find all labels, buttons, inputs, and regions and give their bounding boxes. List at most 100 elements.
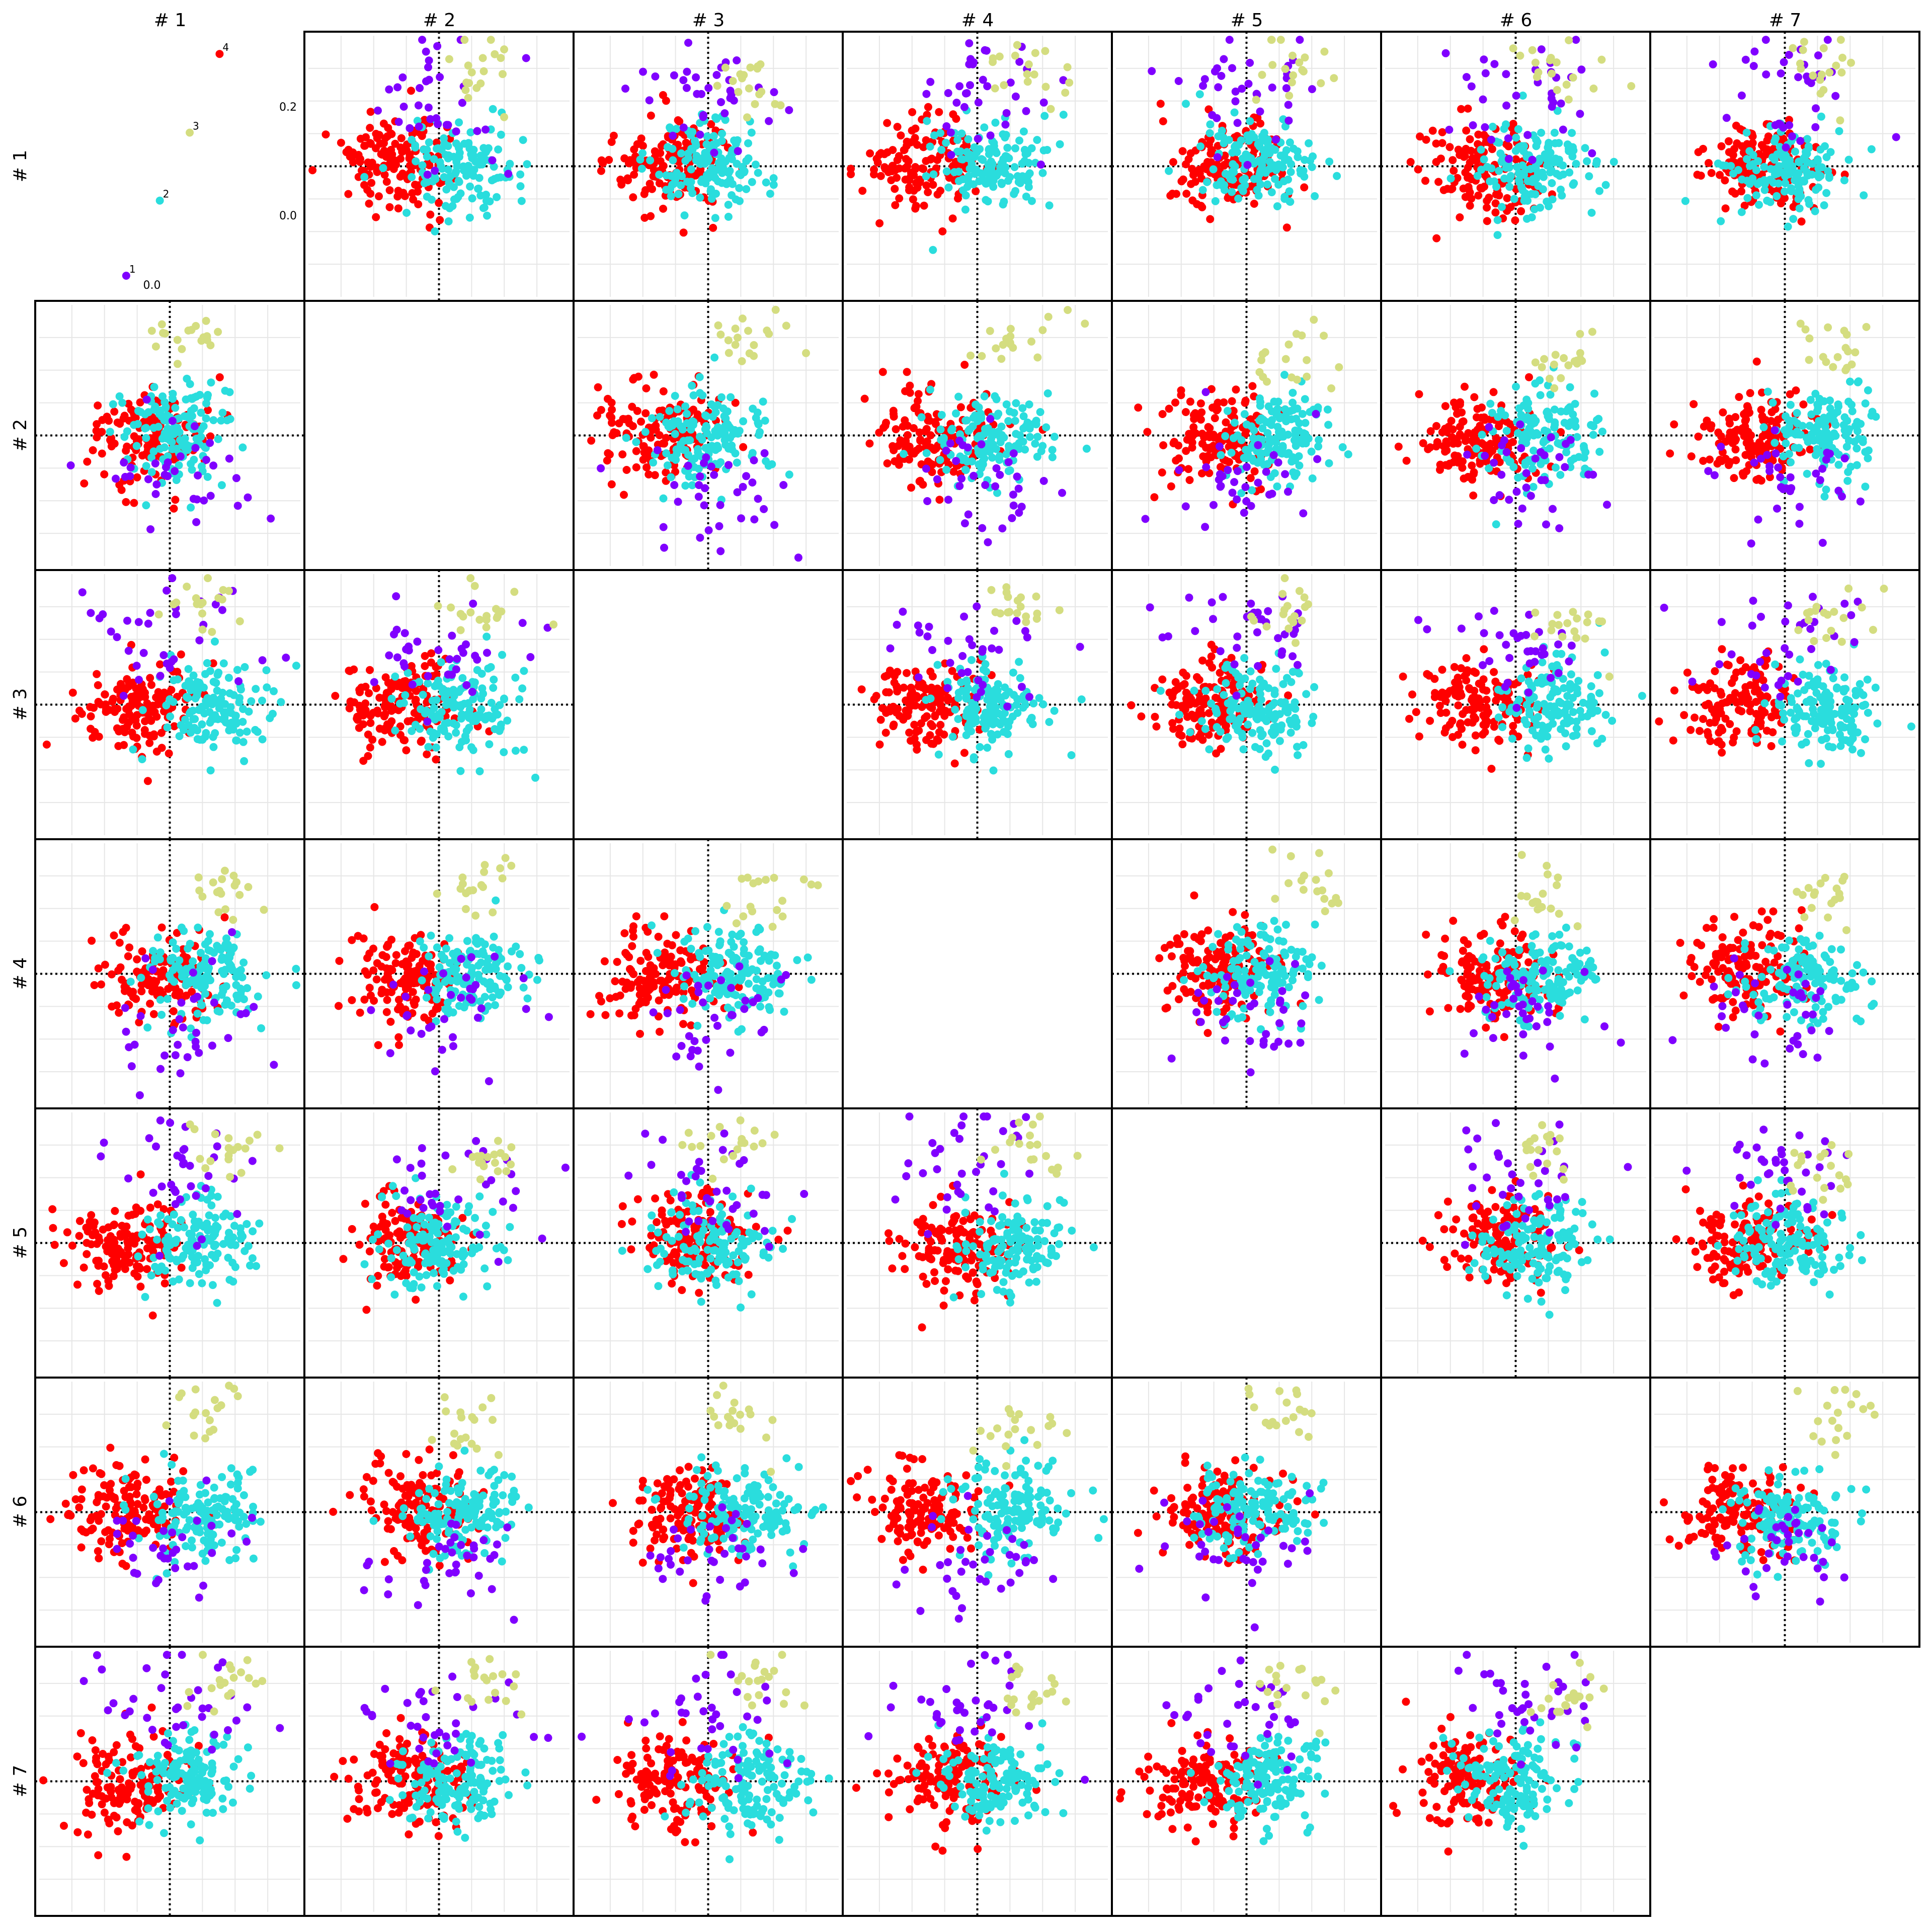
point-cluster-2 bbox=[1250, 175, 1258, 183]
point-cluster-2 bbox=[452, 168, 460, 176]
point-cluster-2 bbox=[714, 158, 723, 167]
point-cluster-2 bbox=[656, 413, 664, 421]
point-cluster-2 bbox=[641, 428, 650, 436]
point-cluster-2 bbox=[1824, 167, 1832, 176]
point-cluster-1 bbox=[66, 461, 75, 469]
point-cluster-1 bbox=[1247, 502, 1255, 510]
point-cluster-1 bbox=[1741, 55, 1750, 64]
point-cluster-2 bbox=[1256, 401, 1264, 410]
point-cluster-2 bbox=[1050, 433, 1059, 441]
point-cluster-2 bbox=[961, 205, 970, 214]
point-cluster-3 bbox=[1284, 340, 1293, 349]
point-cluster-1 bbox=[1039, 98, 1048, 107]
point-cluster-4 bbox=[366, 108, 375, 116]
point-cluster-1 bbox=[983, 82, 992, 91]
point-cluster-2 bbox=[203, 393, 211, 402]
point-cluster-2 bbox=[235, 729, 244, 737]
point-cluster-3 bbox=[1063, 63, 1072, 71]
point-cluster-1 bbox=[1039, 476, 1048, 485]
point-cluster-3 bbox=[1320, 332, 1328, 340]
point-cluster-1 bbox=[1481, 123, 1489, 131]
point-cluster-3 bbox=[500, 113, 508, 121]
point-cluster-1 bbox=[393, 83, 402, 92]
point-cluster-2 bbox=[1544, 153, 1553, 162]
point-cluster-1 bbox=[962, 89, 971, 98]
point-cluster-2 bbox=[1589, 431, 1597, 439]
point-cluster-2 bbox=[1844, 155, 1853, 164]
point-cluster-1 bbox=[1750, 47, 1759, 56]
point-cluster-4 bbox=[1448, 184, 1457, 193]
point-cluster-4 bbox=[1737, 427, 1746, 435]
point-cluster-4 bbox=[1220, 162, 1228, 170]
point-cluster-3 bbox=[750, 352, 758, 360]
point-cluster-3 bbox=[1840, 327, 1848, 335]
point-cluster-2 bbox=[247, 697, 256, 705]
point-cluster-4 bbox=[883, 148, 892, 156]
point-cluster-2 bbox=[999, 200, 1007, 209]
point-cluster-2 bbox=[666, 125, 675, 133]
point-cluster-4 bbox=[366, 190, 375, 198]
point-cluster-3 bbox=[1837, 68, 1846, 77]
point-cluster-4 bbox=[907, 484, 915, 492]
point-cluster-2 bbox=[980, 392, 989, 400]
point-cluster-4 bbox=[608, 406, 616, 414]
point-cluster-3 bbox=[1065, 78, 1074, 87]
point-cluster-4 bbox=[860, 394, 869, 403]
point-cluster-2 bbox=[947, 426, 955, 435]
point-cluster-1 bbox=[144, 475, 152, 484]
point-cluster-1 bbox=[1577, 65, 1586, 74]
point-cluster-2 bbox=[201, 733, 209, 741]
point-cluster-2 bbox=[1813, 445, 1821, 453]
point-cluster-3 bbox=[751, 100, 759, 108]
point-cluster-3 bbox=[745, 84, 753, 93]
point-cluster-3 bbox=[716, 331, 725, 339]
point-cluster-2 bbox=[1517, 411, 1525, 419]
point-cluster-2 bbox=[258, 735, 267, 744]
point-cluster-2 bbox=[703, 132, 711, 141]
point-cluster-2 bbox=[130, 421, 138, 429]
point-cluster-4 bbox=[897, 131, 905, 140]
point-cluster-1 bbox=[974, 98, 983, 107]
point-cluster-2 bbox=[172, 476, 181, 485]
point-cluster-4 bbox=[1182, 190, 1191, 198]
point-cluster-3 bbox=[445, 55, 453, 63]
point-cluster-1 bbox=[1274, 458, 1282, 467]
point-cluster-1 bbox=[171, 467, 179, 475]
point-cluster-1 bbox=[78, 588, 87, 597]
point-cluster-2 bbox=[106, 428, 114, 436]
point-cluster-2 bbox=[953, 136, 962, 144]
point-cluster-2 bbox=[452, 157, 461, 166]
point-cluster-2 bbox=[1248, 454, 1256, 463]
point-cluster-2 bbox=[1280, 371, 1289, 379]
point-cluster-2 bbox=[1056, 140, 1064, 148]
point-cluster-2 bbox=[151, 403, 159, 411]
point-cluster-2 bbox=[1019, 127, 1028, 136]
point-cluster-1 bbox=[1224, 466, 1232, 474]
point-cluster-2 bbox=[1480, 155, 1488, 164]
point-cluster-2 bbox=[695, 373, 704, 381]
point-cluster-3 bbox=[1027, 337, 1035, 346]
point-cluster-4 bbox=[642, 463, 651, 471]
point-cluster-4 bbox=[878, 368, 887, 376]
point-cluster-2 bbox=[1261, 135, 1269, 144]
point-cluster-4 bbox=[1737, 187, 1745, 196]
point-cluster-3 bbox=[461, 86, 470, 94]
point-cluster-1 bbox=[1502, 448, 1511, 456]
point-cluster-4 bbox=[1205, 433, 1214, 441]
point-cluster-2 bbox=[253, 728, 262, 736]
point-cluster-1 bbox=[733, 56, 741, 64]
point-cluster-4 bbox=[130, 692, 139, 700]
point-cluster-3 bbox=[1551, 351, 1560, 359]
point-cluster-4 bbox=[1454, 452, 1462, 460]
point-cluster-2 bbox=[1026, 433, 1034, 441]
points-layer bbox=[39, 36, 1915, 1864]
point-cluster-1 bbox=[1469, 121, 1477, 129]
point-cluster-1 bbox=[726, 87, 735, 95]
point-cluster-1 bbox=[218, 606, 226, 614]
point-cluster-1 bbox=[1557, 99, 1565, 108]
point-cluster-2 bbox=[1223, 407, 1232, 415]
point-cluster-2 bbox=[1544, 143, 1553, 151]
point-cluster-2 bbox=[219, 659, 228, 668]
point-cluster-4 bbox=[1758, 432, 1767, 441]
point-cluster-3 bbox=[1538, 363, 1546, 371]
